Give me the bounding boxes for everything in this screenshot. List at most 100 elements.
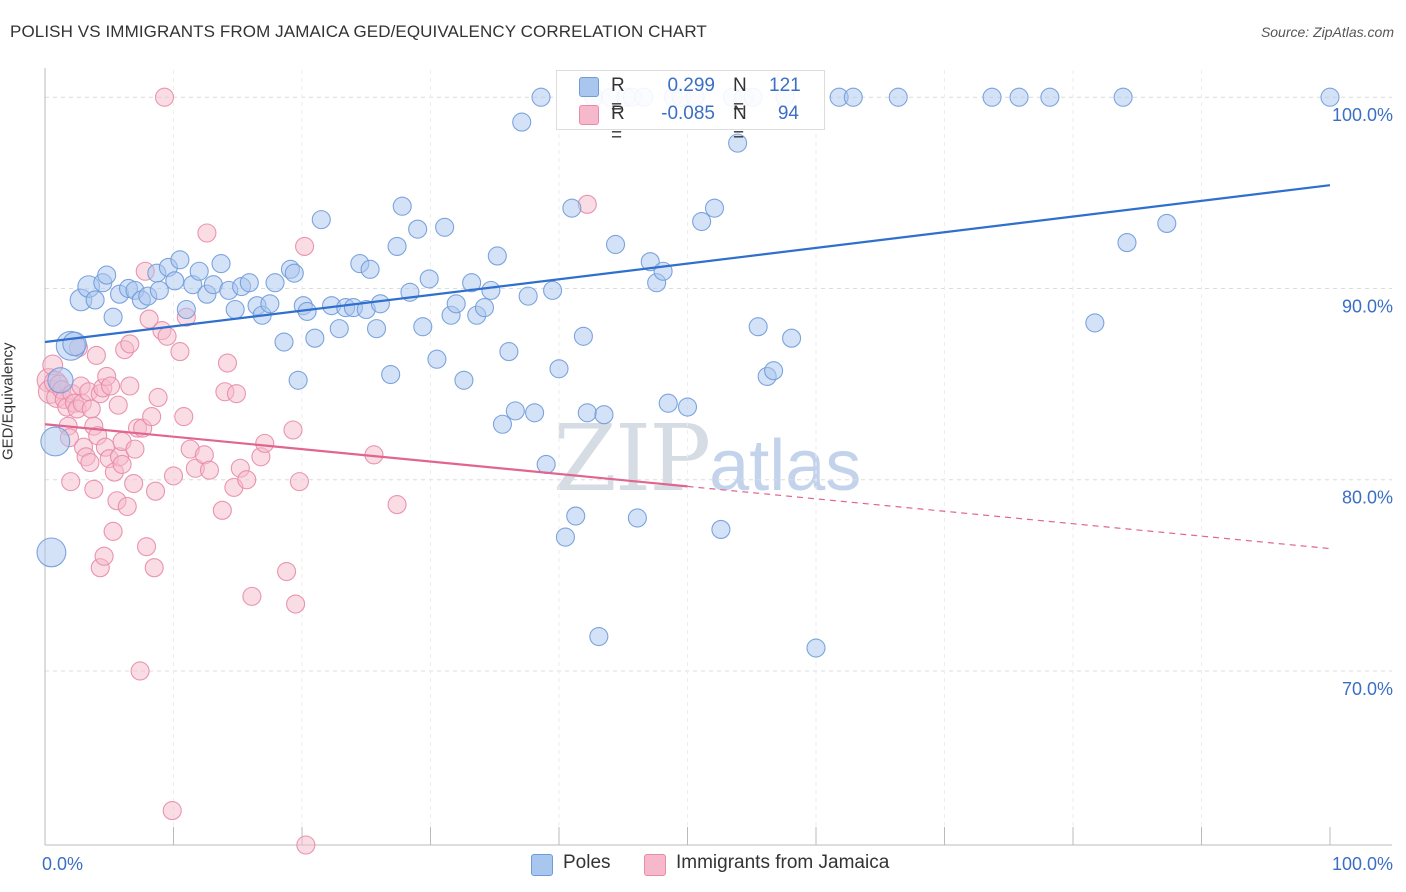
poles-point (103, 307, 123, 327)
jamaica-point (148, 387, 168, 408)
poles-point (387, 236, 407, 256)
poles-point (594, 405, 614, 425)
jamaica-point (295, 236, 315, 256)
poles-point (505, 401, 525, 421)
jamaica-point (157, 326, 177, 346)
series-legend: Poles Immigrants from Jamaica (0, 852, 1406, 876)
poles-point (97, 265, 117, 285)
poles-point (366, 319, 387, 339)
jamaica-point (139, 309, 159, 329)
jamaica-point (170, 342, 190, 362)
jamaica-point (136, 537, 157, 557)
jamaica-point (154, 87, 175, 107)
poles-point (329, 319, 349, 339)
poles-point (189, 261, 209, 281)
jamaica-point (163, 466, 184, 486)
gridlines (45, 70, 1392, 845)
jamaica-point (144, 558, 164, 578)
jamaica-point (120, 334, 140, 354)
poles-point (370, 294, 390, 314)
poles-point (764, 361, 784, 381)
poles-trend-line-solid (44, 184, 1331, 344)
jamaica-r-value: -0.085 (661, 103, 715, 124)
poles-point (408, 219, 428, 239)
poles-point (677, 397, 698, 417)
poles-point (1157, 213, 1177, 233)
poles-point (481, 280, 501, 300)
poles-point (512, 112, 532, 132)
poles-point (288, 370, 308, 390)
poles-point (413, 317, 433, 337)
poles-point (265, 273, 285, 293)
y-tick-label: 80.0% (1342, 488, 1393, 508)
jamaica-swatch (579, 105, 599, 125)
chart-title: POLISH VS IMMIGRANTS FROM JAMAICA GED/EQ… (10, 22, 707, 41)
poles-point (454, 370, 474, 390)
poles-point (640, 252, 660, 272)
x-tick-label-start: 0.0% (42, 854, 83, 874)
poles-point (62, 331, 87, 357)
tick-labels: 100.0% 90.0% 80.0% 70.0% 0.0% 100.0% (42, 105, 1393, 874)
poles-point (260, 294, 280, 314)
poles-point (499, 342, 519, 362)
poles-point (419, 269, 439, 289)
jamaica-point (145, 481, 166, 501)
jamaica-trend-line-dashed (687, 485, 1331, 550)
jamaica-point (103, 521, 123, 541)
jamaica-legend-swatch (644, 854, 666, 876)
source-note: Source: ZipAtlas.com (1260, 24, 1394, 40)
poles-point (1117, 233, 1137, 253)
poles-point (284, 263, 304, 283)
axes (44, 68, 1392, 846)
jamaica-point (61, 472, 81, 492)
jamaica-point (283, 420, 303, 440)
poles-point (239, 273, 259, 293)
jamaica-point (387, 495, 407, 515)
poles-point (492, 414, 513, 434)
poles-point (549, 359, 569, 379)
jamaica-point (86, 345, 106, 365)
poles-point (782, 328, 802, 348)
jamaica-point (162, 801, 182, 821)
poles-r-label: R = (611, 75, 625, 118)
poles-point (627, 508, 647, 528)
poles-point (47, 367, 74, 394)
jamaica-point (242, 586, 262, 606)
poles-point (543, 280, 563, 300)
poles-point (1040, 87, 1060, 107)
jamaica-point (226, 384, 247, 404)
jamaica-point (142, 407, 162, 427)
poles-point (589, 626, 609, 647)
trend-lines (44, 184, 1331, 550)
jamaica-point (84, 479, 104, 499)
jamaica-trend-line-solid (44, 423, 688, 488)
poles-point (1320, 87, 1340, 107)
poles-point (566, 506, 586, 526)
poles-point (1085, 313, 1105, 333)
jamaica-point (286, 594, 306, 614)
jamaica-point (199, 460, 220, 480)
poles-point (85, 290, 105, 310)
jamaica-point (174, 407, 194, 427)
series-poles-points (36, 87, 1340, 658)
poles-point (1113, 87, 1133, 107)
watermark-atlas: atlas (709, 426, 862, 506)
poles-point (536, 454, 556, 474)
jamaica-n-label: N = (733, 103, 747, 146)
jamaica-point (117, 496, 137, 517)
poles-point (392, 196, 412, 216)
poles-swatch (579, 77, 599, 97)
poles-point (555, 527, 575, 547)
poles-point (605, 234, 626, 255)
jamaica-point (130, 661, 150, 681)
series-jamaica-points (36, 87, 597, 855)
poles-point (274, 332, 294, 352)
jamaica-point (217, 353, 238, 373)
poles-point (149, 280, 169, 300)
jamaica-point (212, 500, 232, 520)
jamaica-point (125, 439, 145, 459)
jamaica-point (289, 472, 309, 492)
poles-point (748, 317, 768, 337)
jamaica-point (277, 561, 297, 582)
